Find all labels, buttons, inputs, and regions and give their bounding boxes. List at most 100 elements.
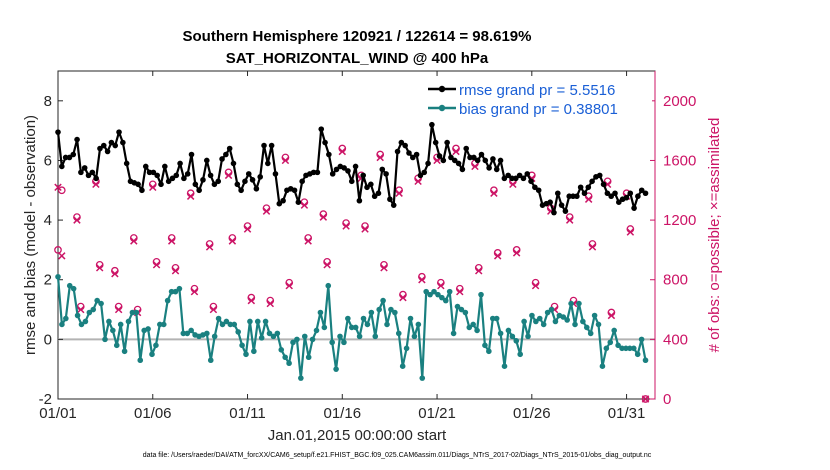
count-assimilated-marker-stroke: [114, 305, 123, 314]
rmse-point: [242, 178, 248, 185]
rmse-point: [360, 172, 367, 179]
rmse-point: [154, 172, 160, 179]
rmse-point: [463, 145, 470, 152]
bias-point: [282, 354, 288, 361]
rmse-point: [245, 171, 252, 177]
rmse-point: [184, 171, 191, 177]
count-assimilated-marker-stroke: [565, 216, 574, 224]
y-tick-label-left: -2: [39, 391, 52, 408]
count-assimilated-marker-stroke: [247, 296, 256, 305]
bias-point: [388, 306, 394, 313]
rmse-point: [448, 154, 454, 161]
count-assimilated-marker-stroke: [395, 189, 403, 197]
bias-point: [489, 315, 496, 322]
rmse-point: [585, 184, 592, 191]
rmse-point: [173, 172, 180, 179]
bias-point: [442, 297, 449, 304]
rmse-point: [513, 175, 519, 182]
count-assimilated-marker-stroke: [262, 207, 271, 215]
bias-point: [102, 336, 108, 343]
bias-point: [137, 357, 144, 364]
rmse-point: [100, 142, 107, 149]
rmse-point: [135, 181, 141, 188]
bias-point: [70, 285, 77, 292]
rmse-point: [177, 160, 183, 167]
bias-point: [615, 342, 621, 349]
bias-point: [329, 339, 335, 346]
bias-point: [305, 354, 312, 361]
rmse-point: [520, 175, 527, 182]
bias-point: [231, 321, 238, 328]
bias-point: [78, 321, 85, 328]
rmse-point: [280, 197, 286, 204]
bias-point: [86, 309, 93, 316]
bias-point: [204, 330, 210, 337]
bias-point: [243, 351, 249, 358]
rmse-point: [451, 157, 458, 164]
bias-point: [207, 357, 214, 364]
bias-point: [110, 327, 116, 334]
rmse-point: [265, 160, 271, 167]
bias-point: [580, 318, 586, 325]
bias-point: [450, 330, 457, 337]
rmse-point: [139, 187, 145, 194]
bias-point: [399, 363, 406, 370]
bias-point: [509, 333, 516, 340]
rmse-point: [440, 157, 447, 164]
count-assimilated-marker-stroke: [452, 147, 460, 156]
count-assimilated-marker-stroke: [152, 261, 161, 269]
bias-point: [176, 285, 183, 292]
bias-point: [634, 351, 641, 358]
bias-point: [215, 315, 222, 322]
rmse-point: [322, 139, 328, 146]
bias-point: [572, 321, 578, 328]
rmse-point: [623, 194, 630, 201]
x-axis-label: Jan.01,2015 00:00:00 start: [268, 427, 447, 444]
y-tick-label-right: 0: [663, 391, 671, 408]
x-tick-label: 01/01: [39, 405, 77, 422]
rmse-point: [223, 151, 229, 158]
bias-point: [309, 336, 316, 343]
bias-point: [129, 309, 136, 316]
bias-point: [345, 315, 351, 322]
bias-point: [219, 321, 226, 328]
bias-point: [352, 324, 359, 331]
bias-point: [247, 318, 253, 325]
rmse-point: [348, 178, 355, 185]
bias-point: [435, 291, 441, 298]
count-assimilated-marker-stroke: [228, 237, 237, 245]
x-tick-label: 01/16: [324, 405, 362, 422]
obs-count-markers: [54, 144, 650, 403]
count-assimilated-marker-stroke: [300, 201, 309, 209]
count-assimilated-marker-stroke: [338, 147, 347, 156]
count-assimilated-marker-stroke: [92, 180, 100, 189]
count-assimilated-marker-stroke: [171, 267, 180, 275]
bias-point: [298, 375, 304, 381]
bias-point: [149, 351, 155, 358]
bias-point: [560, 314, 567, 320]
rmse-point: [272, 171, 279, 177]
rmse-point: [123, 160, 130, 167]
bias-point: [576, 300, 582, 307]
legend-box: [426, 79, 652, 119]
count-assimilated-marker-stroke: [54, 183, 62, 192]
rmse-point: [608, 193, 614, 200]
bias-point: [587, 330, 594, 337]
count-assimilated-marker-stroke: [73, 216, 81, 224]
bias-point: [505, 327, 512, 334]
bias-point: [517, 351, 523, 358]
rmse-point: [471, 154, 477, 161]
count-assimilated-marker-stroke: [205, 243, 214, 251]
rmse-point: [364, 184, 370, 191]
rmse-point: [642, 190, 649, 197]
rmse-point: [211, 181, 218, 188]
count-assimilated-marker-stroke: [584, 195, 593, 203]
rmse-point: [478, 151, 485, 158]
x-tick-label: 01/26: [513, 405, 551, 422]
y-tick-label-left: 4: [44, 212, 52, 229]
bias-point: [235, 329, 241, 335]
bias-point: [470, 321, 476, 328]
count-assimilated-marker-stroke: [190, 287, 199, 296]
bias-point: [380, 297, 386, 304]
bias-point: [317, 309, 324, 316]
